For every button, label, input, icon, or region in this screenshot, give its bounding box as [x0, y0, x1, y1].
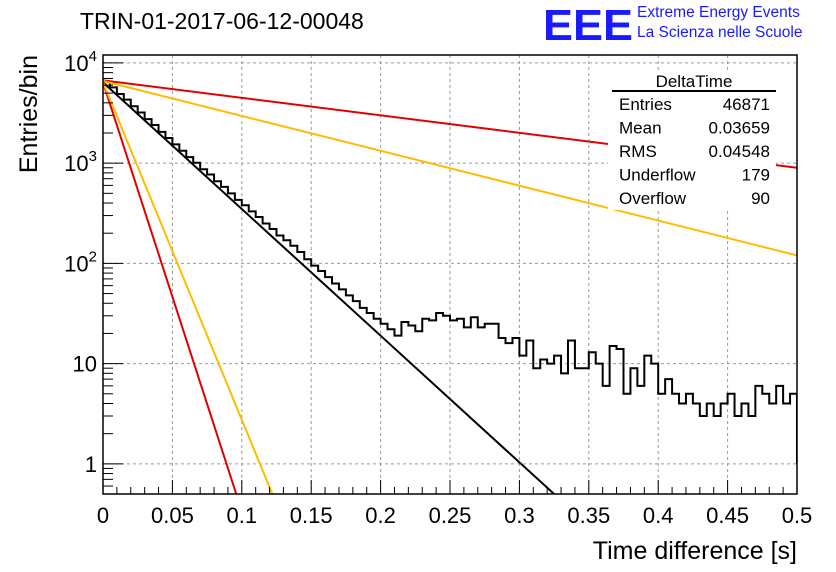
fit-curve [103, 82, 238, 494]
fit-curve [103, 81, 555, 494]
run-title: TRIN-01-2017-06-12-00048 [80, 8, 364, 34]
stats-value: 0.04548 [709, 142, 770, 161]
x-tick-label: 0 [97, 503, 109, 528]
stats-box: DeltaTime Entries 46871 Mean 0.03659 RMS 0.04… [608, 70, 776, 210]
stats-value: 90 [751, 189, 770, 208]
fit-curve [103, 81, 274, 494]
x-tick-label: 0.1 [227, 503, 258, 528]
stats-label: Overflow [619, 189, 687, 208]
x-tick-label: 0.05 [151, 503, 194, 528]
stats-label: Entries [619, 95, 672, 114]
stats-label: Underflow [619, 166, 696, 185]
stats-label: Mean [619, 119, 662, 138]
fit-curve [103, 80, 797, 257]
stats-title: DeltaTime [656, 72, 733, 91]
x-tick-label: 0.2 [365, 503, 396, 528]
x-tick-label: 0.4 [643, 503, 674, 528]
x-axis: 0 0.05 0.1 0.15 0.2 0.25 0.3 0.35 0.4 0.45 0.5 [97, 480, 812, 528]
eee-logo: EEE [543, 4, 633, 44]
x-tick-label: 0.3 [504, 503, 535, 528]
y-axis-title: Entries/bin [15, 55, 43, 173]
y-tick-label: 103 [64, 148, 97, 176]
y-tick-label: 104 [64, 48, 97, 76]
x-tick-label: 0.35 [567, 503, 610, 528]
stats-label: RMS [619, 142, 657, 161]
logo-caption: Extreme Energy Events La Scienza nelle S… [637, 3, 802, 43]
y-tick-label: 102 [64, 248, 97, 276]
x-tick-label: 0.5 [782, 503, 813, 528]
svg-text:EEE: EEE [543, 4, 633, 44]
x-tick-label: 0.25 [429, 503, 472, 528]
stats-rows: Entries 46871 Mean 0.03659 RMS 0.04548 Underfl… [619, 95, 770, 208]
logo-line-2: La Scienza nelle Scuole [637, 24, 803, 41]
logo-line-1: Extreme Energy Events [637, 4, 800, 21]
y-tick-label: 10 [73, 352, 97, 377]
stats-box-background [608, 70, 776, 210]
stats-value: 0.03659 [709, 119, 770, 138]
y-tick-label: 1 [85, 452, 97, 477]
histogram-steps [103, 80, 797, 464]
stats-value: 179 [742, 166, 770, 185]
x-tick-label: 0.15 [290, 503, 333, 528]
x-axis-title: Time difference [s] [593, 537, 797, 565]
x-tick-label: 0.45 [706, 503, 749, 528]
stats-value: 46871 [723, 95, 770, 114]
